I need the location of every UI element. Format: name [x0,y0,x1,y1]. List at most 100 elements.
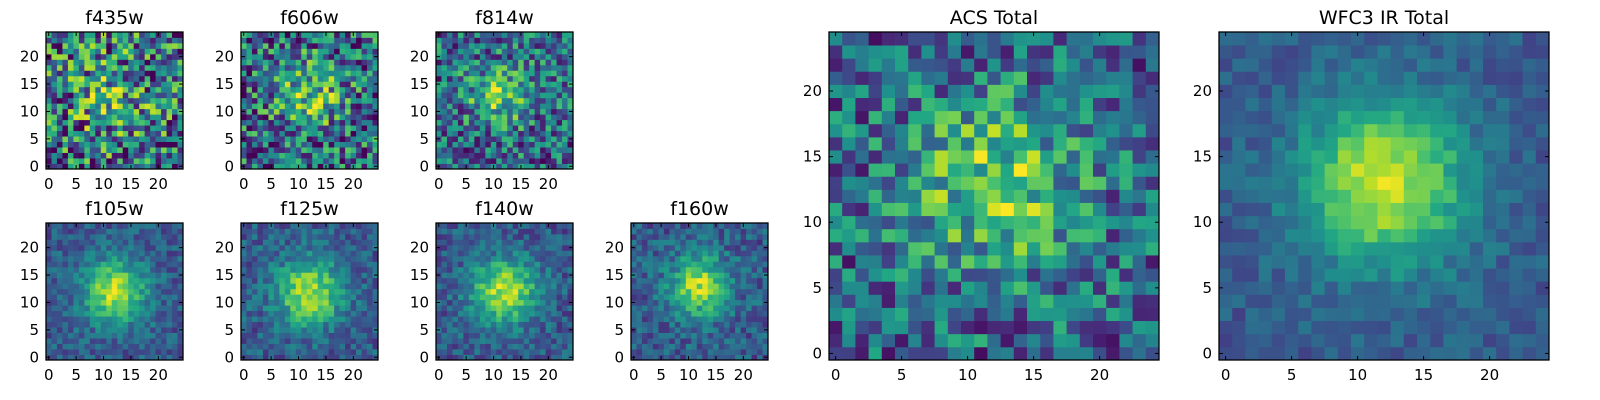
heatmap-cell [641,223,648,229]
heatmap-cell [356,103,362,110]
heatmap-cell [372,250,379,257]
heatmap-cell [529,152,536,159]
heatmap-cell [663,228,670,235]
heatmap-cell [490,255,497,262]
heatmap-cell [718,223,725,229]
heatmap-cell [251,338,258,344]
heatmap-cell [106,92,113,99]
heatmap-cell [724,239,731,246]
heatmap-cell [78,32,85,38]
heatmap-cell [961,255,975,269]
heatmap-cell [490,114,497,121]
heatmap-cell [446,266,453,273]
heatmap-cell [545,119,552,126]
heatmap-cell [446,305,453,312]
heatmap-cell [641,338,648,344]
heatmap-cell [133,59,140,66]
heatmap-cell [446,48,453,55]
heatmap-cell [746,327,752,333]
heatmap-cell [284,244,291,251]
heatmap-cell [122,239,129,246]
heatmap-cell [100,316,107,323]
heatmap-cell [496,343,503,350]
heatmap-cell [1027,294,1041,308]
heatmap-cell [111,223,118,229]
heatmap-cell [312,48,319,55]
heatmap-cell [908,241,922,256]
heatmap-cell [128,288,135,295]
heatmap-cell [641,310,648,317]
heatmap-cell [46,59,52,66]
heatmap-cell [111,321,118,328]
heatmap-cell [718,250,725,257]
heatmap-cell [457,283,464,290]
heatmap-cell [718,349,725,355]
heatmap-cell [523,294,530,301]
heatmap-cell [1079,189,1094,203]
heatmap-cell [339,305,346,312]
heatmap-cell [51,103,58,110]
heatmap-cell [117,42,124,49]
heatmap-cell [729,349,736,355]
heatmap-cell [78,42,85,49]
heatmap-cell [740,349,747,355]
heatmap-cell [479,233,486,240]
heatmap-cell [746,272,752,279]
heatmap-cell [306,92,313,99]
heatmap-cell [468,316,475,323]
heatmap-cell [106,244,113,251]
heatmap-cell [556,294,563,301]
heatmap-cell [84,42,91,49]
heatmap-cell [908,268,922,282]
heatmap-cell [144,97,151,104]
heatmap-cell [529,158,536,164]
heatmap-cell [334,64,341,71]
heatmap-cell [507,272,514,279]
heatmap-cell [868,346,883,361]
x-tick-label: 5 [461,175,471,193]
heatmap-cell [284,299,291,306]
heatmap-cell [562,114,568,121]
heatmap-cell [685,244,692,251]
heatmap-cell [518,244,525,251]
heatmap-cell [133,310,140,317]
heatmap-cell [735,250,741,257]
heatmap-cell [740,321,747,328]
panel-title: f105w [85,198,144,220]
heatmap-cell [707,294,714,301]
heatmap-cell [133,32,140,38]
heatmap-cell [523,277,530,284]
heatmap-cell [441,86,448,93]
heatmap-cell [751,228,758,235]
heatmap-cell [735,261,741,268]
heatmap-cell [647,294,654,301]
heatmap-cell [987,241,1001,256]
heatmap-cell [740,343,747,350]
heatmap-cell [290,125,297,132]
heatmap-cell [441,53,448,60]
heatmap-cell [974,163,988,177]
heatmap-cell [339,86,346,93]
heatmap-cell [78,223,85,229]
heatmap-cell [84,64,91,71]
heatmap-cell [122,147,129,153]
heatmap-cell [111,147,118,153]
heatmap-cell [246,310,253,317]
heatmap-cell [161,250,167,257]
heatmap-cell [696,310,703,317]
heatmap-cell [529,119,536,126]
heatmap-cell [106,316,113,323]
heatmap-cell [84,97,91,104]
heatmap-cell [273,64,280,71]
heatmap-cell [257,255,264,262]
heatmap-cell [295,338,302,344]
heatmap-cell [1132,163,1147,177]
heatmap-cell [895,346,909,361]
heatmap-cell [177,261,184,268]
heatmap-cell [144,338,151,344]
heatmap-cell [89,64,96,71]
heatmap-cell [301,321,308,328]
heatmap-cell [317,59,324,66]
heatmap-cell [1066,189,1081,203]
heatmap-cell [501,163,508,170]
